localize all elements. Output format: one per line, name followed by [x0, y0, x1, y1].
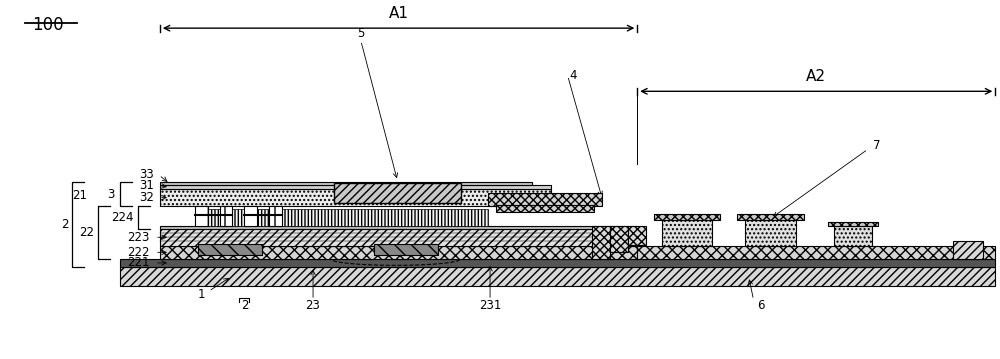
Text: 6: 6 [757, 299, 764, 312]
Text: 32: 32 [139, 191, 154, 204]
Text: 2: 2 [241, 299, 248, 312]
Bar [160, 229, 637, 246]
Text: 224: 224 [112, 211, 134, 224]
Text: 33: 33 [139, 168, 154, 182]
Text: 23: 23 [306, 299, 320, 312]
Text: 100: 100 [33, 16, 64, 34]
Bar [834, 227, 872, 246]
Text: 222: 222 [127, 246, 150, 259]
Bar [120, 259, 995, 267]
Bar [745, 220, 796, 246]
Bar [160, 182, 532, 185]
Text: 7: 7 [873, 139, 880, 152]
Bar [160, 246, 637, 259]
Bar [198, 244, 262, 255]
Bar [220, 206, 232, 226]
Bar [334, 183, 461, 203]
Text: 22: 22 [79, 226, 94, 239]
Bar [160, 189, 551, 206]
Text: 31: 31 [139, 179, 154, 192]
Bar [160, 185, 551, 189]
Bar [195, 206, 208, 226]
Text: A1: A1 [389, 6, 409, 21]
Bar [120, 267, 995, 286]
Bar [160, 226, 637, 229]
Bar [737, 214, 804, 220]
Bar [244, 206, 257, 226]
Bar [828, 222, 878, 227]
Bar [953, 242, 983, 259]
Bar [592, 226, 610, 259]
Text: 4: 4 [570, 69, 577, 82]
Bar [662, 220, 712, 246]
Bar [610, 226, 628, 252]
Text: 3: 3 [107, 188, 114, 201]
Text: 21: 21 [72, 189, 87, 202]
Text: 231: 231 [479, 299, 501, 312]
Text: 2: 2 [61, 218, 68, 231]
Text: 221: 221 [127, 256, 150, 269]
Bar [200, 209, 488, 226]
Text: 1: 1 [198, 288, 205, 301]
Text: 223: 223 [128, 231, 150, 244]
Bar [269, 206, 282, 226]
Bar [374, 244, 438, 255]
Text: 5: 5 [357, 27, 364, 41]
Bar [628, 226, 646, 245]
Bar [654, 214, 720, 220]
Bar [496, 205, 594, 213]
Bar [488, 193, 602, 206]
Bar [637, 246, 995, 259]
Text: A2: A2 [806, 69, 826, 84]
